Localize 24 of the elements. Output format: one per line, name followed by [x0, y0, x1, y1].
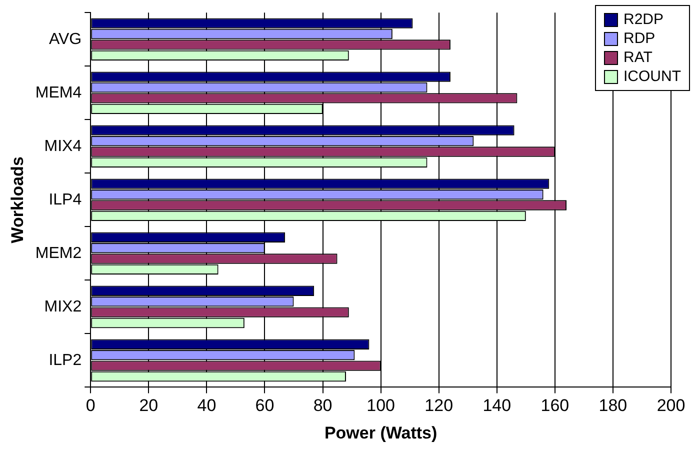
y-tick-label: MEM4 — [35, 84, 82, 102]
y-tick-label: AVG — [49, 30, 82, 48]
y-tick-label: MEM2 — [35, 244, 82, 262]
y-tick-label: MIX4 — [44, 138, 82, 155]
x-axis-title: Power (Watts) — [324, 423, 438, 442]
y-axis-title: Workloads — [8, 156, 27, 244]
legend-label: RAT — [624, 49, 652, 66]
x-tick-label: 200 — [656, 396, 686, 416]
x-tick-label: 80 — [313, 396, 332, 416]
x-tick-label: 120 — [424, 396, 454, 416]
x-tick-label: 160 — [540, 396, 570, 416]
legend-label: ICOUNT — [624, 68, 681, 85]
x-tick-label: 60 — [255, 396, 274, 416]
x-tick-label: 20 — [139, 396, 158, 416]
x-tick-label: 180 — [598, 396, 628, 416]
y-tick-label: MIX2 — [44, 298, 82, 316]
legend-label: R2DP — [624, 11, 664, 28]
y-tick-label: ILP4 — [48, 191, 82, 208]
x-tick-label: 0 — [86, 396, 96, 416]
x-tick-label: 40 — [197, 396, 216, 416]
y-tick-label: ILP2 — [48, 352, 82, 369]
x-tick-label: 100 — [366, 396, 395, 416]
x-tick-label: 140 — [482, 396, 512, 416]
legend-label: RDP — [624, 30, 656, 47]
